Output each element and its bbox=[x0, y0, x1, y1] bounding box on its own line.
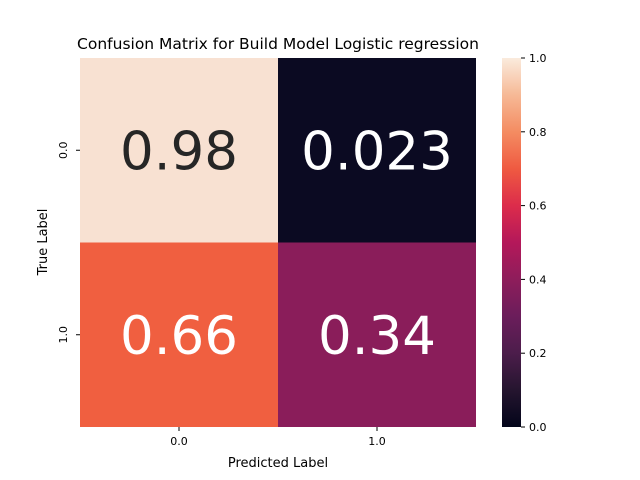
cell-annotation-1-0: 0.66 bbox=[120, 306, 238, 367]
heatmap-cells bbox=[80, 58, 476, 427]
x-tick-label: 0.0 bbox=[170, 435, 188, 448]
colorbar bbox=[502, 58, 521, 427]
cell-annotation-1-1: 0.34 bbox=[318, 306, 436, 367]
cell-annotations: 0.98 0.023 0.66 0.34 bbox=[120, 121, 453, 367]
colorbar-tick-label: 0.8 bbox=[529, 126, 547, 139]
x-axis-label: Predicted Label bbox=[228, 456, 328, 471]
colorbar-tick-label: 1.0 bbox=[529, 52, 547, 65]
y-tick-label: 0.0 bbox=[57, 142, 70, 160]
chart-title: Confusion Matrix for Build Model Logisti… bbox=[77, 35, 479, 53]
colorbar-ticks: 0.0 0.2 0.4 0.6 0.8 1.0 bbox=[521, 52, 547, 434]
y-axis-label: True Label bbox=[36, 209, 51, 277]
x-axis-ticks: 0.0 1.0 bbox=[170, 427, 386, 448]
heatmap-cell-1-1 bbox=[278, 242, 476, 427]
heatmap-cell-0-0 bbox=[80, 58, 278, 243]
colorbar-tick-label: 0.6 bbox=[529, 200, 547, 213]
cell-annotation-0-1: 0.023 bbox=[301, 121, 453, 182]
y-axis-ticks: 0.0 1.0 bbox=[57, 142, 80, 344]
heatmap-cell-1-0 bbox=[80, 242, 278, 427]
y-tick-label: 1.0 bbox=[57, 326, 70, 344]
x-tick-label: 1.0 bbox=[368, 435, 386, 448]
cell-annotation-0-0: 0.98 bbox=[120, 121, 238, 182]
colorbar-tick-label: 0.0 bbox=[529, 421, 547, 434]
colorbar-tick-label: 0.2 bbox=[529, 347, 547, 360]
colorbar-tick-label: 0.4 bbox=[529, 273, 547, 286]
heatmap-cell-0-1 bbox=[278, 58, 476, 243]
